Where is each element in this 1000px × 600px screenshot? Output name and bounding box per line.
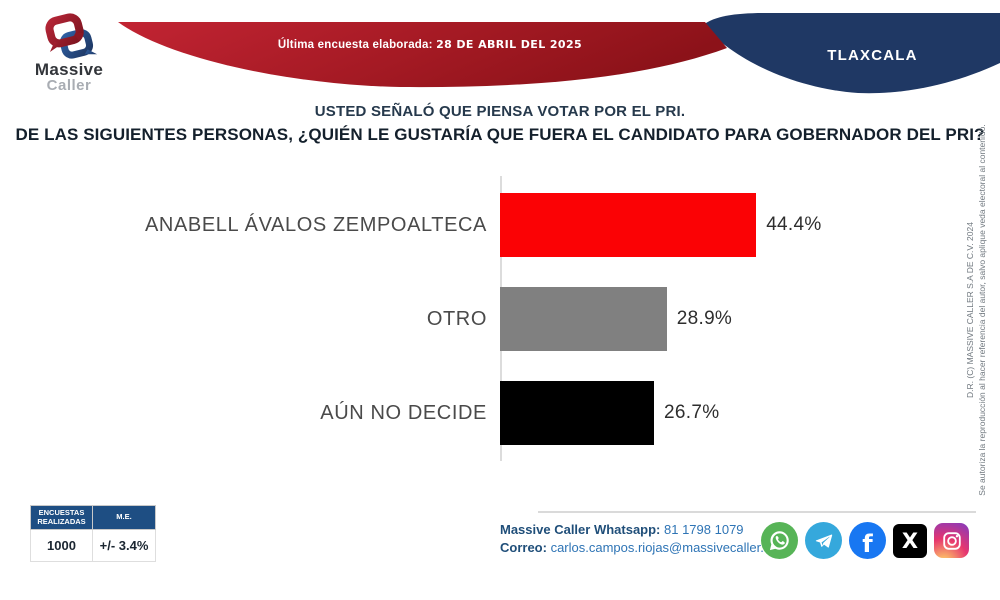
banner-date: 28 DE ABRIL DEL 2025 xyxy=(436,38,583,51)
bar-row: OTRO 28.9% xyxy=(0,287,1000,351)
banner-text: Última encuesta elaborada: 28 DE ABRIL D… xyxy=(170,38,690,51)
whatsapp-line: Massive Caller Whatsapp: 81 1798 1079 xyxy=(500,521,788,539)
copyright-line: D.R. (C) MASSIVE CALLER S.A DE C.V. 2024 xyxy=(965,222,975,398)
bar-value-label: 26.7% xyxy=(664,402,720,423)
whatsapp-number[interactable]: 81 1798 1079 xyxy=(664,522,744,537)
bar xyxy=(500,381,655,445)
red-ribbon-shape xyxy=(118,22,727,88)
bar-row: ANABELL ÁVALOS ZEMPOALTECA 44.4% xyxy=(0,193,1000,257)
header-banner xyxy=(118,13,1000,94)
question-title: USTED SEÑALÓ QUE PIENSA VOTAR POR EL PRI… xyxy=(0,103,1000,145)
stats-header-encuestas: ENCUESTAS REALIZADAS xyxy=(30,505,93,530)
banner-label: Última encuesta elaborada: xyxy=(277,39,437,51)
email-label: Correo: xyxy=(500,540,551,555)
stats-value-encuestas: 1000 xyxy=(30,529,93,562)
whatsapp-icon[interactable] xyxy=(761,522,798,559)
x-twitter-icon[interactable]: X xyxy=(893,523,927,558)
contact-block: Massive Caller Whatsapp: 81 1798 1079 Co… xyxy=(500,521,788,557)
question-line-2: DE LAS SIGUIENTES PERSONAS, ¿QUIÉN LE GU… xyxy=(15,125,985,144)
stats-header-me: M.E. xyxy=(92,505,156,530)
authorization-line: Se autoriza la reproducción al hacer ref… xyxy=(977,124,987,496)
bar-category-label: AÚN NO DECIDE xyxy=(320,401,487,424)
bar xyxy=(500,287,667,351)
sample-stats-table: ENCUESTAS REALIZADAS M.E. 1000 +/- 3.4% xyxy=(30,505,156,562)
bar-value-label: 28.9% xyxy=(676,308,733,329)
question-line-1: USTED SEÑALÓ QUE PIENSA VOTAR POR EL PRI… xyxy=(314,103,686,120)
bar-category-label: ANABELL ÁVALOS ZEMPOALTECA xyxy=(144,213,487,236)
bar-value-label: 44.4% xyxy=(766,214,822,235)
bar xyxy=(500,193,757,257)
stats-value-me: +/- 3.4% xyxy=(92,529,156,562)
facebook-icon[interactable]: f xyxy=(849,522,886,559)
email-address[interactable]: carlos.campos.riojas@massivecaller.com xyxy=(550,540,789,555)
logo-bubbles-icon xyxy=(45,13,98,59)
bar-row: AÚN NO DECIDE 26.7% xyxy=(0,381,1000,445)
footer-divider xyxy=(538,511,976,513)
massive-caller-logo: Massive Caller xyxy=(24,12,114,93)
whatsapp-label: Massive Caller Whatsapp: xyxy=(500,522,664,537)
email-line: Correo: carlos.campos.riojas@massivecall… xyxy=(500,539,788,557)
bar-chart: ANABELL ÁVALOS ZEMPOALTECA 44.4% OTRO 28.9%… xyxy=(0,193,1000,475)
bar-category-label: OTRO xyxy=(426,307,487,330)
navy-wave-shape xyxy=(703,13,1000,94)
social-icons: f X xyxy=(761,522,969,559)
logo-text-massive: Massive xyxy=(34,60,104,79)
copyright-vertical-text: D.R. (C) MASSIVE CALLER S.A DE C.V. 2024… xyxy=(964,120,990,500)
instagram-icon[interactable] xyxy=(934,523,969,558)
region-label: TLAXCALA xyxy=(827,47,918,64)
telegram-icon[interactable] xyxy=(805,522,842,559)
logo-text-caller: Caller xyxy=(46,77,92,94)
